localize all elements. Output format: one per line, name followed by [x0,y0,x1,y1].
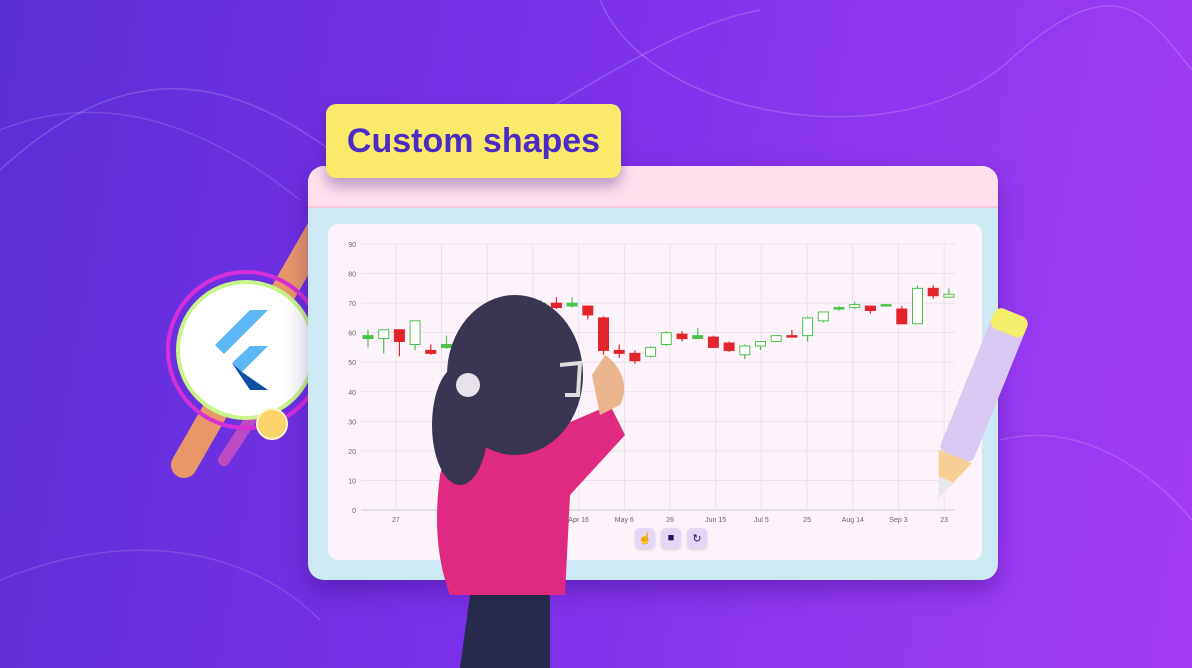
x-tick-label: Apr 16 [568,517,589,524]
reset-icon: ↻ [692,532,702,545]
chart-window: 0 10 20 30 40 50 60 70 80 90 27 Apr 16 May 6 26 Jun 15… [308,166,998,580]
candle-body [864,305,876,311]
candle-body [629,352,641,362]
x-tick-label: 25 [803,517,811,524]
chart-toolbar: ☝ ■ ↻ [635,528,707,548]
candle-body [802,317,814,337]
selection-zoom-button[interactable]: ■ [661,528,681,548]
candle-body [441,343,452,348]
candle-body [912,287,923,325]
pencil-illustration [938,308,1028,499]
candle-body [613,349,625,354]
y-tick-label: 80 [348,272,356,279]
candle-body [645,346,657,357]
x-tick-label: Jul 5 [754,517,769,524]
candle-body [896,308,908,325]
x-tick-label: Jun 15 [705,517,726,524]
pan-button[interactable]: ☝ [635,528,655,548]
pan-hand-icon: ☝ [638,532,652,545]
x-tick-label: Aug 14 [842,517,864,524]
candle-body [598,317,609,351]
y-tick-label: 20 [348,449,356,456]
y-tick-label: 40 [348,390,356,397]
x-tick-label: 23 [940,517,948,524]
candle-body [755,341,766,347]
candle-body [393,329,405,343]
candle-body [817,311,829,322]
candle-body [849,304,861,309]
y-tick-label: 10 [348,478,356,485]
candle-body [786,335,798,338]
reset-button[interactable]: ↻ [687,528,707,548]
candle-body [660,332,672,345]
candle-body [770,335,782,343]
woman-illustration [432,295,625,668]
candle-body [362,335,374,340]
candle-body [582,305,594,316]
candle-body [676,333,688,340]
flutter-logo-badge [164,217,335,478]
y-tick-label: 50 [348,360,356,367]
candle-body [425,349,437,354]
candle-body [943,293,955,298]
candle-body [927,287,939,297]
candle-body [692,335,704,340]
candle-body [707,336,719,348]
y-tick-label: 0 [352,508,356,515]
candle-body [378,329,390,340]
candle-body [833,307,845,310]
x-tick-label: Sep 3 [889,517,907,524]
candle-body [880,304,892,307]
y-tick-label: 60 [348,331,356,338]
candle-body [550,302,562,309]
y-tick-label: 90 [348,242,356,249]
candle-body [723,342,735,351]
banner-title: Custom shapes [326,104,621,178]
y-tick-label: 70 [348,301,356,308]
x-tick-label: 26 [666,517,674,524]
candle-body [409,320,421,345]
candle-body [739,345,751,356]
x-tick-label: May 6 [615,517,634,524]
x-tick-label: 27 [392,517,400,524]
selection-rectangle-icon: ■ [667,532,675,544]
candle-body [566,302,578,307]
flutter-icon [215,310,268,390]
y-tick-label: 30 [348,419,356,426]
